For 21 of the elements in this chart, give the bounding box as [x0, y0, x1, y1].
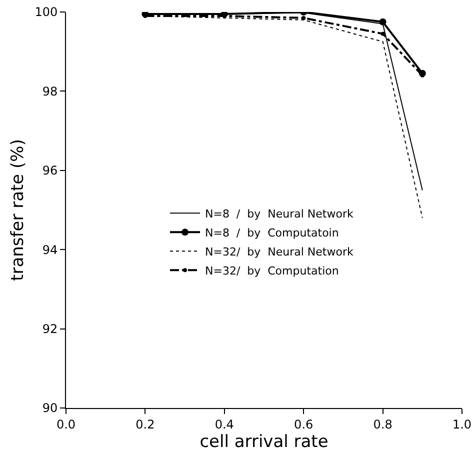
x-tick-label: 0.6	[294, 417, 314, 432]
legend-label: N=8 / by Neural Network	[205, 207, 354, 220]
y-tick-label: 98	[42, 84, 58, 98]
x-tick-label: 0.0	[56, 417, 76, 432]
x-tick-label: 0.8	[373, 417, 392, 432]
legend-label: N=32/ by Neural Network	[205, 245, 354, 258]
point	[380, 32, 385, 36]
legend-label: N=8 / by Computatoin	[205, 226, 339, 240]
y-axis-title: transfer rate (%)	[8, 139, 28, 281]
y-tick-label: 90	[42, 401, 58, 416]
x-tick-label: 0.2	[136, 417, 155, 432]
x-tick-label: 0.4	[214, 417, 234, 432]
y-tick-label: 100	[34, 5, 58, 20]
y-tick-label: 96	[42, 164, 58, 178]
point	[302, 16, 306, 20]
point	[379, 18, 386, 26]
legend-label: N=32/ by Computation	[205, 264, 339, 278]
x-axis-title: cell arrival rate	[200, 432, 328, 452]
x-tick-label: 1.0	[452, 417, 472, 432]
y-tick-label: 94	[42, 242, 58, 257]
y-tick-label: 92	[42, 322, 58, 336]
